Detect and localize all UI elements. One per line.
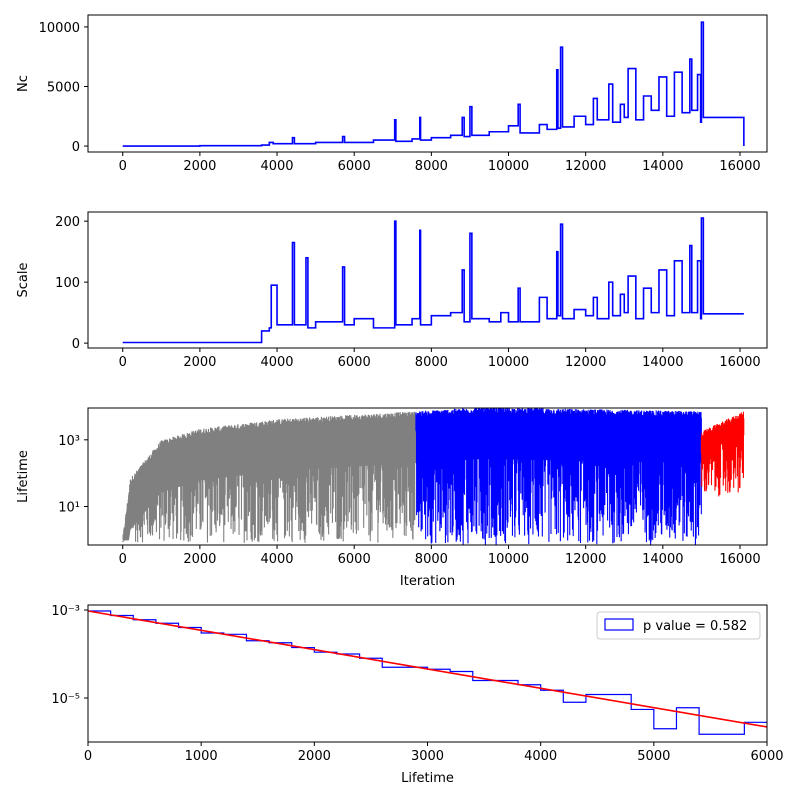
x-tick-label: 16000 xyxy=(719,355,760,370)
x-tick-label: 10000 xyxy=(488,552,529,567)
y-tick-label: 10¹ xyxy=(58,500,80,515)
x-tick-label: 12000 xyxy=(565,355,606,370)
y-axis-label: Scale xyxy=(16,263,31,298)
x-tick-label: 14000 xyxy=(642,159,683,174)
x-tick-label: 8000 xyxy=(415,159,448,174)
x-tick-label: 4000 xyxy=(260,159,293,174)
y-tick-label: 0 xyxy=(72,140,80,155)
band-spikes xyxy=(415,408,702,545)
x-tick-label: 6000 xyxy=(338,159,371,174)
series-line xyxy=(122,21,745,147)
x-tick-label: 8000 xyxy=(415,355,448,370)
x-tick-label: 1000 xyxy=(185,749,218,764)
nc-panel: 0 2000 4000 6000 8000 10000 12000 14000 16000 0 50… xyxy=(16,14,768,174)
x-tick-label: 16000 xyxy=(719,552,760,567)
lifetime-band xyxy=(122,411,417,543)
x-tick-label: 0 xyxy=(119,355,127,370)
band-spikes xyxy=(700,411,745,497)
x-tick-label: 14000 xyxy=(642,552,683,567)
x-tick-label: 3000 xyxy=(411,749,444,764)
x-tick-label: 14000 xyxy=(642,355,683,370)
x-tick-label: 16000 xyxy=(719,159,760,174)
y-tick-label: 200 xyxy=(55,215,80,230)
x-tick-label: 4000 xyxy=(524,749,557,764)
x-tick-label: 6000 xyxy=(338,552,371,567)
x-tick-label: 0 xyxy=(119,552,127,567)
lifetime-histogram-panel: 0 1000 2000 3000 4000 5000 6000 10⁻⁵ 10⁻³ Lifetim… xyxy=(51,604,783,786)
x-tick-label: 2000 xyxy=(298,749,331,764)
y-tick-label: 0 xyxy=(72,337,80,352)
lifetime-band xyxy=(700,411,745,497)
x-tick-label: 8000 xyxy=(415,552,448,567)
x-tick-label: 4000 xyxy=(260,355,293,370)
y-tick-label: 10⁻⁵ xyxy=(51,692,80,707)
x-tick-label: 2000 xyxy=(183,552,216,567)
series-line xyxy=(122,217,744,344)
band-spikes xyxy=(122,411,417,543)
x-tick-label: 6000 xyxy=(750,749,783,764)
axes-frame xyxy=(87,407,768,546)
y-tick-label: 5000 xyxy=(47,80,80,95)
y-tick-label: 10⁻³ xyxy=(51,604,80,619)
x-tick-label: 0 xyxy=(119,159,127,174)
x-tick-label: 5000 xyxy=(637,749,670,764)
x-tick-label: 0 xyxy=(84,749,92,764)
x-tick-label: 10000 xyxy=(488,355,529,370)
y-tick-label: 100 xyxy=(55,276,80,291)
x-tick-label: 2000 xyxy=(183,355,216,370)
lifetime-band xyxy=(415,408,702,545)
legend: p value = 0.582 xyxy=(596,611,761,640)
x-axis-label: Iteration xyxy=(400,574,455,589)
x-axis-label: Lifetime xyxy=(401,771,454,786)
y-tick-label: 10³ xyxy=(58,434,80,449)
x-tick-label: 2000 xyxy=(183,159,216,174)
axes-frame xyxy=(87,14,768,153)
x-tick-label: 10000 xyxy=(488,159,529,174)
y-axis-label: Lifetime xyxy=(16,450,31,503)
legend-swatch xyxy=(604,618,634,631)
axes-frame xyxy=(87,604,768,743)
axes-frame xyxy=(87,211,768,349)
lifetime-panel: 0 2000 4000 6000 8000 10000 12000 14000 16000 10¹… xyxy=(16,407,768,589)
x-tick-label: 4000 xyxy=(260,552,293,567)
fit-line xyxy=(88,610,767,728)
x-tick-label: 12000 xyxy=(565,552,606,567)
y-tick-label: 10000 xyxy=(39,21,80,36)
x-tick-label: 6000 xyxy=(338,355,371,370)
legend-box xyxy=(596,611,761,640)
legend-label: p value = 0.582 xyxy=(643,619,747,634)
scale-panel: 0 2000 4000 6000 8000 10000 12000 14000 16000 0 10… xyxy=(16,211,768,370)
x-tick-label: 12000 xyxy=(565,159,606,174)
y-axis-label: Nc xyxy=(16,75,31,92)
